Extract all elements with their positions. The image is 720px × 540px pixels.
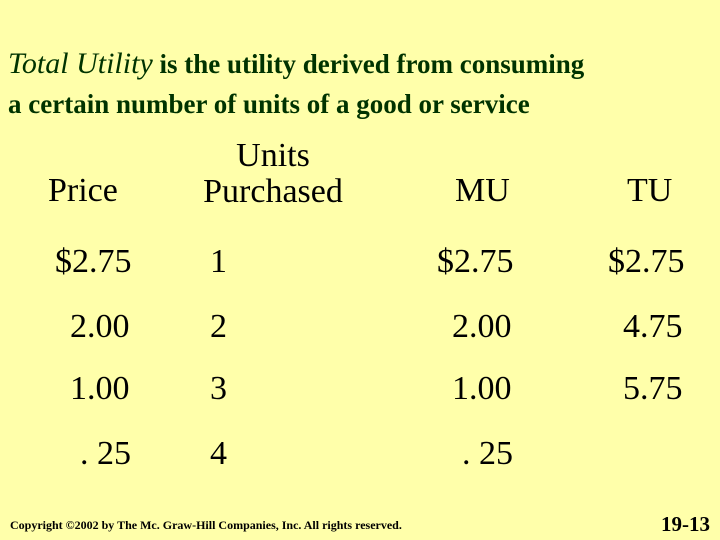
slide-number: 19-13: [661, 512, 710, 536]
header-units-line2: Purchased: [203, 172, 343, 210]
title-line-1: Total Utility is the utility derived fro…: [8, 47, 584, 81]
cell-price: 2.00: [70, 308, 130, 345]
cell-mu: . 25: [462, 435, 513, 472]
cell-units: 1: [210, 243, 227, 280]
cell-mu: 2.00: [452, 308, 512, 345]
cell-tu: 4.75: [623, 308, 683, 345]
header-price: Price: [48, 172, 118, 209]
cell-units: 4: [210, 435, 227, 472]
header-units-purchased: Units Purchased: [192, 138, 354, 209]
title-line-2: a certain number of units of a good or s…: [8, 89, 530, 119]
header-mu: MU: [455, 172, 510, 209]
header-units-line1: Units: [236, 137, 310, 174]
cell-units: 3: [210, 370, 227, 407]
cell-units: 2: [210, 308, 227, 345]
cell-mu: 1.00: [452, 370, 512, 407]
cell-price: $2.75: [55, 243, 132, 280]
cell-price: 1.00: [70, 370, 130, 407]
title-line-1-rest: is the utility derived from consuming: [152, 49, 585, 79]
cell-tu: $2.75: [608, 243, 685, 280]
cell-mu: $2.75: [437, 243, 514, 280]
cell-price: . 25: [80, 435, 131, 472]
title-term: Total Utility: [8, 47, 153, 80]
copyright-notice: Copyright ©2002 by The Mc. Graw-Hill Com…: [10, 518, 402, 532]
cell-tu: 5.75: [623, 370, 683, 407]
header-tu: TU: [627, 172, 673, 209]
